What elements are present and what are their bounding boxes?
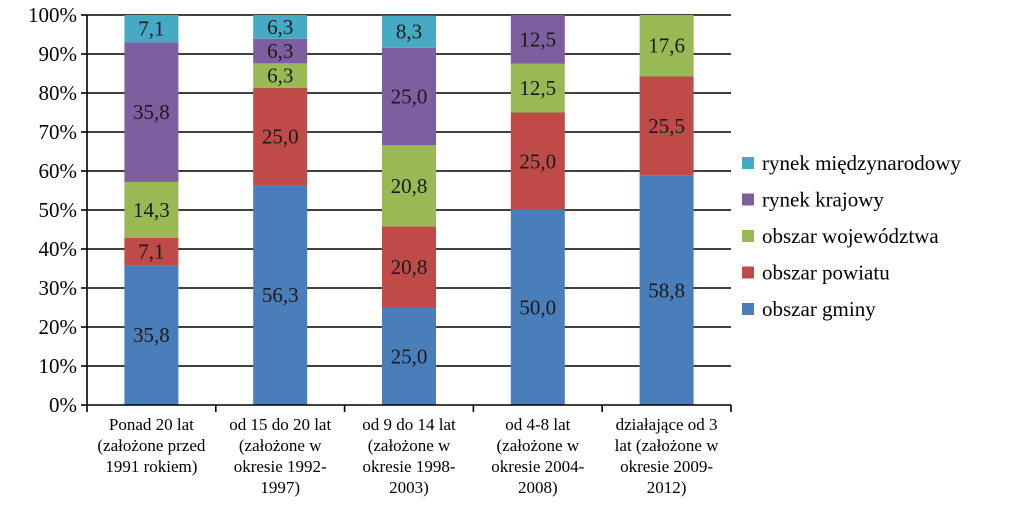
legend-swatch xyxy=(742,157,754,169)
bar-segment xyxy=(382,307,436,405)
data-label: 6,3 xyxy=(267,15,293,39)
legend-label: rynek międzynarodowy xyxy=(762,151,961,175)
category-label: Ponad 20 lat (założone przed 1991 rokiem) xyxy=(97,415,206,476)
x-axis-category-labels: Ponad 20 lat (założone przed 1991 rokiem) o… xyxy=(97,415,719,497)
axes xyxy=(81,14,732,412)
bar-segment xyxy=(510,210,565,405)
bar-segment xyxy=(124,181,179,238)
data-label: 12,5 xyxy=(519,76,556,100)
data-label: 12,5 xyxy=(519,27,556,51)
data-label: 25,0 xyxy=(519,149,556,173)
data-label: 25,0 xyxy=(262,125,299,149)
legend-label: obszar gminy xyxy=(762,297,876,321)
data-label: 6,3 xyxy=(267,39,293,63)
y-tick-label: 20% xyxy=(39,315,78,339)
bar-segment xyxy=(124,265,179,405)
bar-segment xyxy=(382,226,436,308)
bar-segment xyxy=(382,145,436,227)
category-label: działające od 3 lat (założone w okresie 20… xyxy=(615,415,720,497)
legend-swatch xyxy=(742,266,754,279)
category-label: od 9 do 14 lat (założone w okresie 1998-20… xyxy=(362,415,456,497)
legend-swatch xyxy=(742,193,754,206)
y-tick-label: 50% xyxy=(39,198,78,222)
data-label: 58,8 xyxy=(648,278,685,302)
bar-segment xyxy=(510,63,565,113)
category-label: od 15 do 20 lat (założone w okresie 1992-1… xyxy=(229,415,331,497)
bar-segment xyxy=(510,112,565,210)
data-label: 7,1 xyxy=(138,240,164,264)
data-label: 17,6 xyxy=(648,34,685,58)
y-tick-label: 80% xyxy=(39,81,78,105)
y-tick-label: 70% xyxy=(39,120,78,144)
data-label: 56,3 xyxy=(262,283,299,307)
bar-segment xyxy=(382,47,436,146)
legend-swatch xyxy=(742,303,754,315)
data-label: 25,5 xyxy=(648,114,685,138)
bar-segment xyxy=(253,63,308,88)
y-tick-label: 90% xyxy=(39,42,78,66)
data-label: 7,1 xyxy=(138,17,164,41)
bar-segment xyxy=(639,175,694,405)
data-label: 6,3 xyxy=(267,64,293,88)
legend: rynek międzynarodowy rynek krajowy obszar … xyxy=(742,151,961,321)
y-tick-label: 40% xyxy=(39,237,78,261)
bar-segment xyxy=(253,15,308,39)
legend-swatch xyxy=(742,230,754,242)
y-tick-label: 30% xyxy=(39,276,78,300)
data-label: 35,8 xyxy=(133,323,170,347)
y-tick-label: 60% xyxy=(39,159,78,183)
bar-segment xyxy=(124,237,179,266)
y-axis-tick-labels: 0% 10% 20% 30% 40% 50% 60% 70% 80% 90% 100% xyxy=(28,3,77,417)
y-tick-label: 0% xyxy=(49,393,77,417)
bar-segment xyxy=(382,15,436,48)
data-label: 20,8 xyxy=(391,174,428,198)
y-tick-label: 100% xyxy=(28,3,77,27)
bar-segment xyxy=(510,15,565,64)
bar-segment xyxy=(253,185,308,405)
bar-segment xyxy=(253,38,308,64)
data-label: 8,3 xyxy=(396,20,422,44)
data-label: 25,0 xyxy=(391,85,428,109)
legend-label: obszar powiatu xyxy=(762,261,890,285)
y-tick-label: 10% xyxy=(39,354,78,378)
bar-segment xyxy=(124,42,179,182)
data-label: 35,8 xyxy=(133,100,170,124)
bar-segment xyxy=(124,15,179,43)
bars: 35,87,114,335,87,156,325,06,36,36,325,02… xyxy=(124,15,694,405)
data-label: 50,0 xyxy=(519,296,556,320)
data-label: 14,3 xyxy=(133,198,170,222)
data-label: 20,8 xyxy=(391,255,428,279)
data-label: 25,0 xyxy=(391,344,428,368)
bar-segment xyxy=(639,76,694,176)
category-label: od 4-8 lat (założone w okresie 2004-2008) xyxy=(491,415,584,497)
legend-label: rynek krajowy xyxy=(762,188,884,212)
bar-segment xyxy=(639,15,694,77)
legend-label: obszar województwa xyxy=(762,224,939,248)
bar-segment xyxy=(253,87,308,186)
